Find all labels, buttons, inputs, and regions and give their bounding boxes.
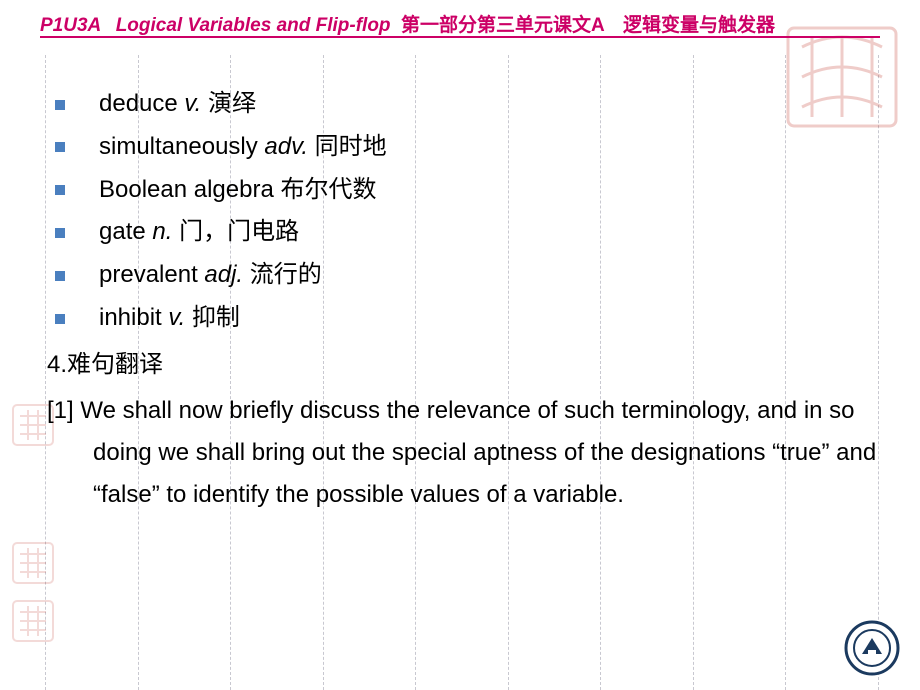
vocabulary-list: deduce v. 演绎 simultaneously adv. 同时地 Boole… bbox=[45, 84, 880, 339]
university-logo bbox=[844, 620, 900, 676]
bullet-icon bbox=[55, 314, 65, 324]
vocab-text: prevalent adj. 流行的 bbox=[99, 261, 322, 288]
page-header: P1U3A Logical Variables and Flip-flop 第一… bbox=[40, 10, 775, 37]
bullet-icon bbox=[55, 228, 65, 238]
section-heading: 4.难句翻译 bbox=[45, 345, 880, 386]
vocab-item: inhibit v. 抑制 bbox=[55, 298, 880, 339]
vocab-text: Boolean algebra 布尔代数 bbox=[99, 176, 376, 203]
header-underline bbox=[40, 36, 880, 38]
vocab-text: inhibit v. 抑制 bbox=[99, 304, 240, 331]
vocab-item: prevalent adj. 流行的 bbox=[55, 255, 880, 296]
vocab-item: deduce v. 演绎 bbox=[55, 84, 880, 125]
header-title-en: Logical Variables and Flip-flop bbox=[116, 15, 391, 36]
vocab-text: deduce v. 演绎 bbox=[99, 90, 256, 117]
vocab-item: Boolean algebra 布尔代数 bbox=[55, 170, 880, 211]
decorative-seal-small bbox=[10, 540, 56, 586]
vocab-text: gate n. 门，门电路 bbox=[99, 218, 299, 245]
paragraph-1: [1] We shall now briefly discuss the rel… bbox=[45, 390, 880, 516]
vocab-text: simultaneously adv. 同时地 bbox=[99, 133, 387, 160]
header-title-zh: 第一部分第三单元课文A 逻辑变量与触发器 bbox=[401, 15, 775, 36]
bullet-icon bbox=[55, 100, 65, 110]
header-code: P1U3A bbox=[40, 15, 101, 36]
bullet-icon bbox=[55, 185, 65, 195]
bullet-icon bbox=[55, 142, 65, 152]
vocab-item: gate n. 门，门电路 bbox=[55, 212, 880, 253]
content-area: deduce v. 演绎 simultaneously adv. 同时地 Boole… bbox=[45, 84, 880, 516]
paragraph-1-text: [1] We shall now briefly discuss the rel… bbox=[47, 390, 880, 516]
bullet-icon bbox=[55, 271, 65, 281]
decorative-seal-small bbox=[10, 598, 56, 644]
vocab-item: simultaneously adv. 同时地 bbox=[55, 127, 880, 168]
